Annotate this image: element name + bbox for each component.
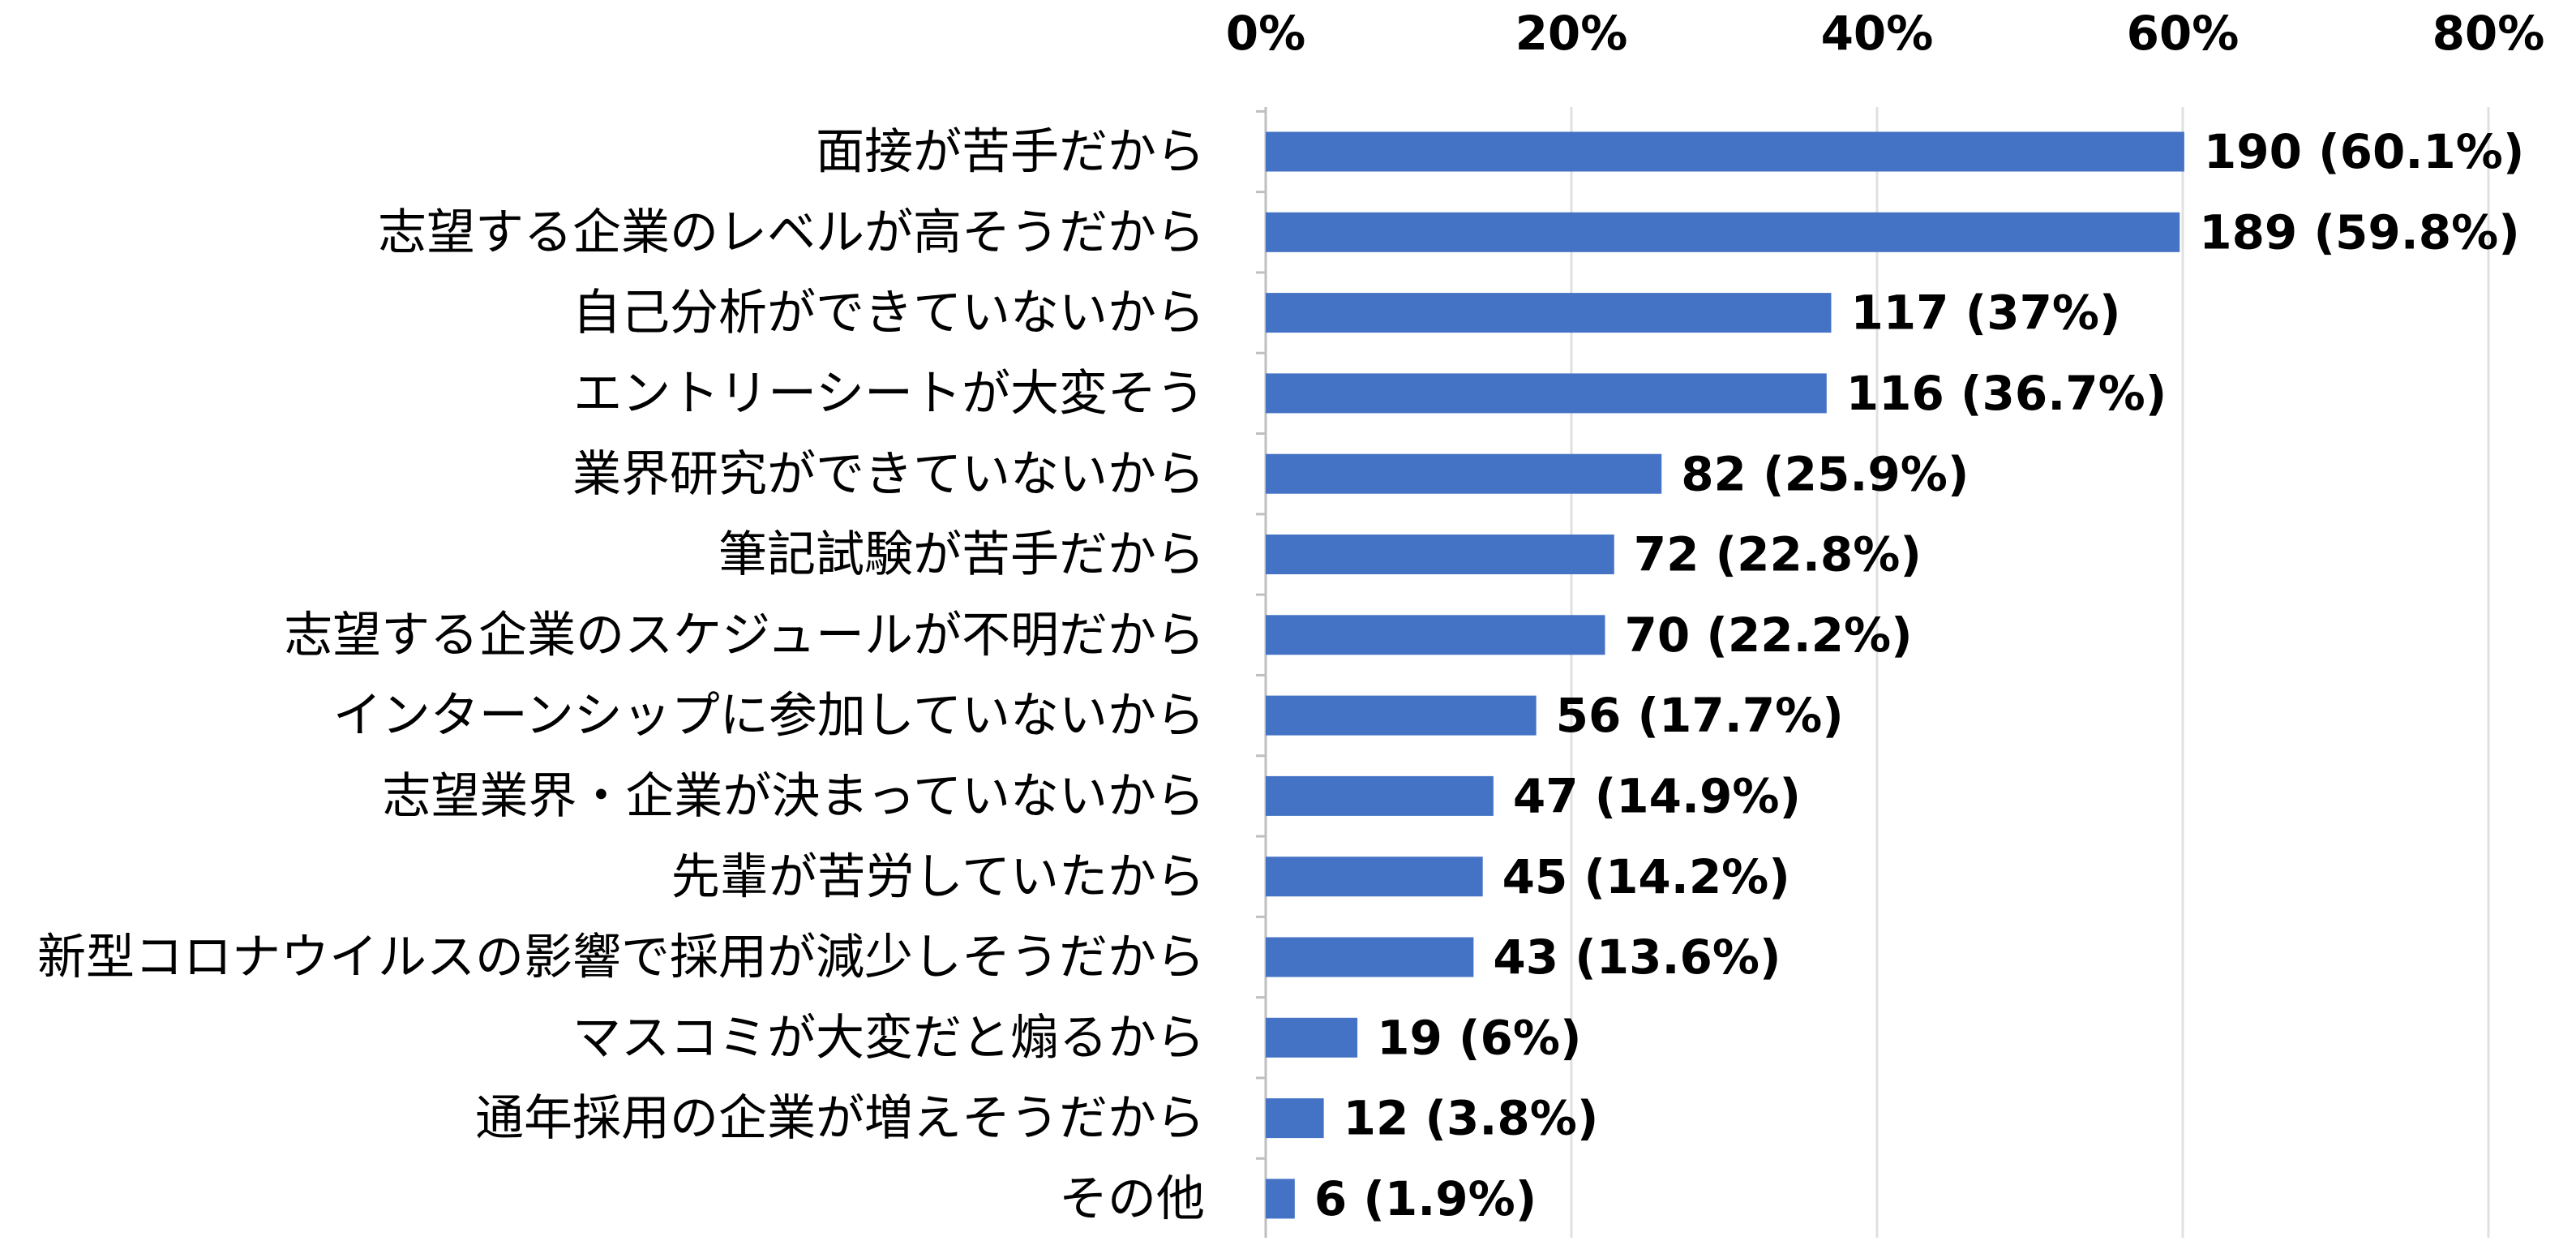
data-label: 12 (3.8%): [1344, 1091, 1599, 1146]
bar: [1266, 775, 1494, 816]
x-tick-label: 20%: [1515, 6, 1628, 61]
data-label: 116 (36.7%): [1846, 366, 2167, 421]
data-label: 117 (37%): [1850, 286, 2120, 341]
x-tick-label: 60%: [2127, 6, 2240, 61]
bar: [1266, 695, 1537, 736]
category-label: 志望する企業のスケジュールが不明だから: [284, 607, 1205, 663]
data-label: 56 (17.7%): [1556, 688, 1844, 743]
bar: [1266, 131, 2184, 172]
category-label: 面接が苦手だから: [816, 124, 1205, 181]
category-label: 志望業界・企業が決まっていないから: [382, 768, 1205, 825]
data-label: 43 (13.6%): [1493, 930, 1781, 985]
category-label: 先輩が苦労していたから: [671, 848, 1205, 905]
category-label: 筆記試験が苦手だから: [718, 526, 1205, 583]
bar: [1266, 1179, 1295, 1219]
bar: [1266, 293, 1832, 333]
bar: [1266, 857, 1483, 897]
data-label: 72 (22.8%): [1634, 527, 1922, 582]
bar: [1266, 535, 1614, 574]
x-tick-label: 80%: [2432, 6, 2545, 61]
bar: [1266, 373, 1827, 414]
category-label: マスコミが大変だと煽るから: [572, 1010, 1205, 1067]
category-label: 自己分析ができていないから: [572, 285, 1205, 341]
data-label: 189 (59.8%): [2199, 204, 2520, 260]
data-label: 70 (22.2%): [1624, 608, 1912, 663]
data-label: 6 (1.9%): [1314, 1171, 1537, 1226]
x-tick-label: 0%: [1226, 6, 1305, 61]
category-label: 新型コロナウイルスの影響で採用が減少しそうだから: [37, 930, 1205, 986]
category-label: 業界研究ができていないから: [572, 446, 1205, 503]
category-label: 通年採用の企業が増えそうだから: [475, 1090, 1205, 1147]
bar: [1266, 615, 1605, 655]
bar: [1266, 212, 2180, 252]
bar: [1266, 1017, 1358, 1058]
data-label: 19 (6%): [1377, 1010, 1581, 1065]
category-label: その他: [1059, 1170, 1205, 1227]
x-tick-label: 40%: [1821, 6, 1934, 61]
bar: [1266, 937, 1474, 977]
data-label: 190 (60.1%): [2204, 124, 2525, 179]
category-label: 志望する企業のレベルが高そうだから: [378, 204, 1205, 261]
data-label: 82 (25.9%): [1681, 446, 1969, 501]
category-label: インターンシップに参加していないから: [333, 688, 1205, 745]
bar: [1266, 453, 1662, 494]
category-label: エントリーシートが大変そう: [573, 365, 1205, 422]
data-label: 47 (14.9%): [1513, 769, 1801, 824]
data-label: 45 (14.2%): [1502, 849, 1790, 904]
bar: [1266, 1098, 1324, 1139]
